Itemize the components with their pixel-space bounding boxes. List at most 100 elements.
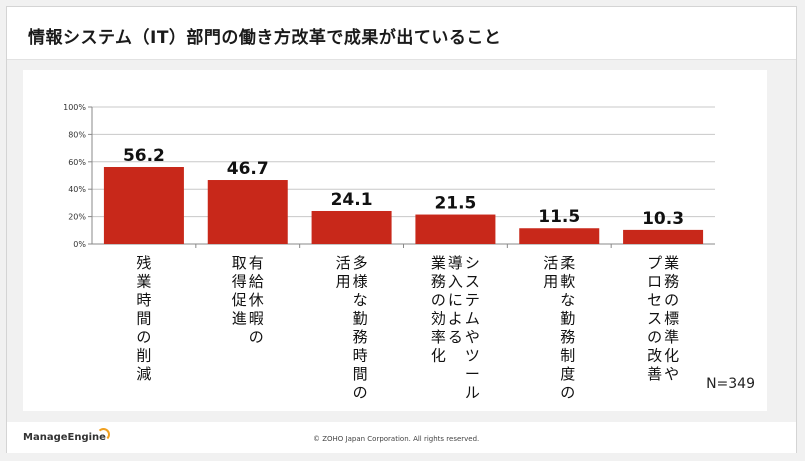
category-label-char: 活 bbox=[543, 254, 558, 272]
sample-size-annotation: N=349 bbox=[706, 376, 755, 392]
chart-panel: 0% 20% 40% 60% 80% 100% 56.2 46.7 24.1 21.5 11.5 1… bbox=[23, 70, 767, 411]
category-label-char: ス bbox=[465, 273, 480, 291]
category-label-char: 用 bbox=[543, 273, 558, 291]
category-label-char: 残 bbox=[136, 254, 151, 272]
page-title: 情報システム（IT）部門の働き方改革で成果が出ていること bbox=[28, 28, 502, 48]
category-label-char: な bbox=[353, 291, 368, 309]
category-label-char: の bbox=[647, 328, 662, 346]
category-label-char: の bbox=[431, 291, 446, 309]
category-label-char: 業 bbox=[136, 273, 151, 291]
category-label-char: 活 bbox=[336, 254, 351, 272]
category-label-char: 減 bbox=[136, 365, 151, 383]
y-tick-label: 0% bbox=[73, 240, 86, 249]
y-tick-label: 80% bbox=[68, 130, 86, 139]
data-label: 21.5 bbox=[434, 194, 476, 214]
category-label-char: 有 bbox=[249, 254, 264, 272]
bar bbox=[207, 180, 288, 244]
category-label-char: 促 bbox=[232, 291, 247, 309]
y-tick-label: 40% bbox=[68, 185, 86, 194]
category-label-char: シ bbox=[465, 254, 480, 272]
category-label-char: な bbox=[560, 291, 575, 309]
bar bbox=[623, 229, 704, 244]
category-label-char: 間 bbox=[353, 365, 368, 383]
y-tick-label: 100% bbox=[63, 103, 86, 112]
category-label-char: の bbox=[560, 384, 575, 402]
category-label-char: 用 bbox=[336, 273, 351, 291]
data-label: 56.2 bbox=[123, 146, 165, 166]
category-label-char: 様 bbox=[353, 273, 368, 291]
category-label-char: 柔 bbox=[560, 254, 575, 272]
category-label-char: テ bbox=[465, 291, 480, 309]
logo-swoosh-icon bbox=[97, 428, 110, 441]
category-label-char: よ bbox=[448, 310, 463, 328]
category-label-char: 削 bbox=[136, 347, 151, 365]
category-label-char: 給 bbox=[249, 273, 264, 291]
data-label: 46.7 bbox=[227, 159, 269, 179]
category-label-char: 業 bbox=[431, 254, 446, 272]
category-label-char: 効 bbox=[431, 310, 446, 328]
category-label-char: 多 bbox=[353, 254, 368, 272]
category-label-char: 率 bbox=[431, 328, 446, 346]
category-label-char: 進 bbox=[232, 310, 247, 328]
category-label-char: 化 bbox=[664, 347, 679, 365]
category-label-char: 業 bbox=[664, 254, 679, 272]
category-label-char: ツ bbox=[465, 347, 480, 365]
category-label-char: 勤 bbox=[560, 310, 575, 328]
data-label: 24.1 bbox=[331, 190, 373, 210]
category-label-char: ム bbox=[465, 310, 480, 328]
bar bbox=[415, 214, 496, 244]
category-labels: 残業時間の削減有給休暇の取得促進多様な勤務時間の活用システムやツール導入による業… bbox=[136, 254, 679, 402]
footer: ManageEngine © ZOHO Japan Corporation. A… bbox=[7, 423, 796, 453]
category-label-char: 時 bbox=[353, 347, 368, 365]
category-label-char: に bbox=[448, 291, 463, 309]
category-label-char: や bbox=[664, 365, 679, 383]
y-tick-label: 60% bbox=[68, 158, 86, 167]
category-label-char: 時 bbox=[136, 291, 151, 309]
category-label-char: 務 bbox=[353, 328, 368, 346]
category-label-char: る bbox=[448, 328, 463, 346]
category-label-char: の bbox=[136, 328, 151, 346]
category-label-char: 務 bbox=[664, 273, 679, 291]
category-label-char: 務 bbox=[560, 328, 575, 346]
category-label-char: の bbox=[353, 384, 368, 402]
category-label-char: 取 bbox=[232, 254, 247, 272]
category-label-char: の bbox=[249, 328, 264, 346]
category-label-char: 準 bbox=[664, 328, 679, 346]
category-label-char: 標 bbox=[664, 310, 679, 328]
category-label-char: ロ bbox=[647, 273, 662, 291]
bars bbox=[103, 167, 704, 244]
category-label-char: ル bbox=[465, 384, 480, 402]
category-label-char: 入 bbox=[448, 273, 463, 291]
category-label-char: 得 bbox=[232, 273, 247, 291]
data-label: 11.5 bbox=[538, 207, 580, 227]
category-label-char: ス bbox=[647, 310, 662, 328]
category-label-char: 間 bbox=[136, 310, 151, 328]
bar-chart: 0% 20% 40% 60% 80% 100% 56.2 46.7 24.1 21.5 11.5 1… bbox=[63, 103, 755, 402]
value-labels: 56.2 46.7 24.1 21.5 11.5 10.3 bbox=[123, 146, 684, 229]
category-label-char: 務 bbox=[431, 273, 446, 291]
gridlines bbox=[88, 106, 715, 248]
category-label-char: の bbox=[664, 291, 679, 309]
bar bbox=[311, 210, 392, 244]
bar bbox=[103, 167, 184, 244]
y-tick-label: 20% bbox=[68, 213, 86, 222]
title-bar: 情報システム（IT）部門の働き方改革で成果が出ていること bbox=[7, 7, 796, 60]
category-label-char: プ bbox=[647, 254, 662, 272]
category-label-char: 改 bbox=[647, 347, 662, 365]
category-label-char: 軟 bbox=[560, 273, 575, 291]
bar bbox=[519, 228, 600, 244]
category-label-char: 制 bbox=[560, 347, 575, 365]
category-label-char: 導 bbox=[448, 254, 463, 272]
category-label-char: 化 bbox=[431, 347, 446, 365]
category-label-char: 勤 bbox=[353, 310, 368, 328]
category-label-char: 善 bbox=[647, 365, 662, 383]
y-axis-ticks: 0% 20% 40% 60% 80% 100% bbox=[63, 103, 86, 249]
category-label-char: ー bbox=[465, 365, 480, 383]
data-label: 10.3 bbox=[642, 209, 684, 229]
category-label-char: や bbox=[465, 328, 480, 346]
manageengine-logo: ManageEngine bbox=[23, 432, 106, 443]
copyright-text: © ZOHO Japan Corporation. All rights res… bbox=[313, 435, 480, 443]
category-label-char: 度 bbox=[560, 365, 575, 383]
category-label-char: 暇 bbox=[249, 310, 264, 328]
category-label-char: セ bbox=[647, 291, 662, 309]
